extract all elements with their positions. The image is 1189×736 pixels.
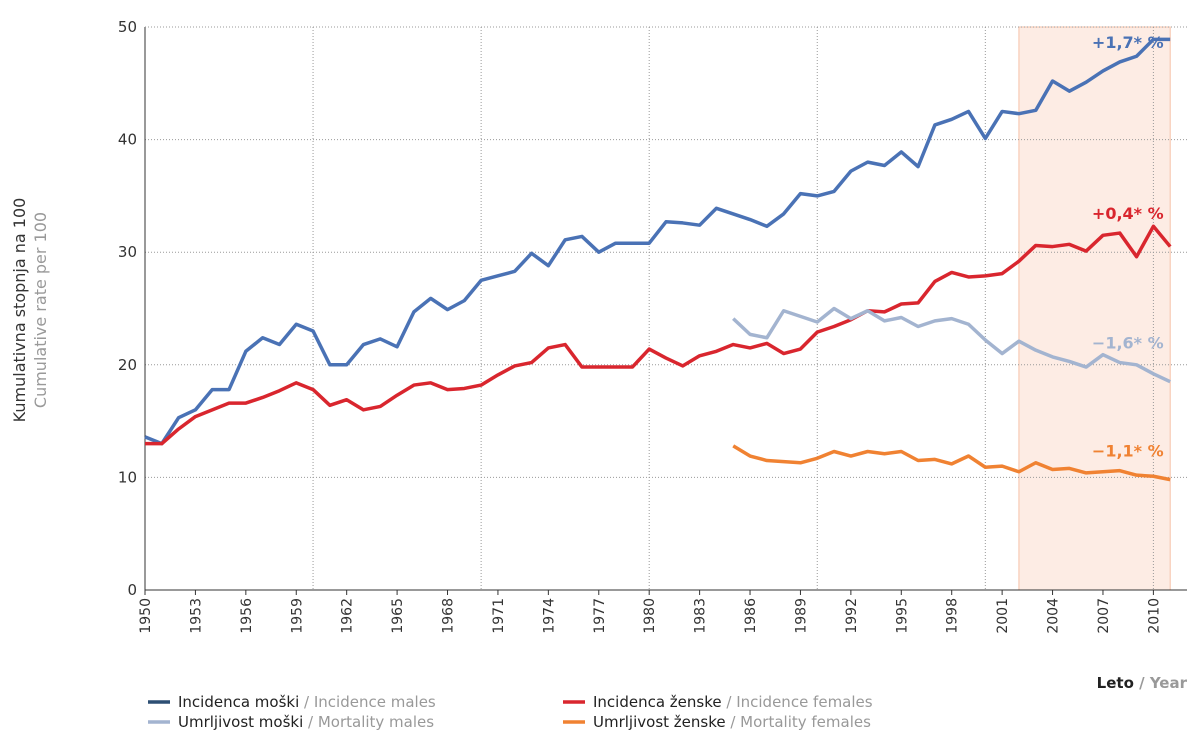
x-tick-label: 1974: [541, 598, 557, 634]
x-tick-label: 1980: [642, 598, 658, 634]
y-tick-label: 10: [118, 468, 137, 486]
y-tick-label: 30: [118, 243, 137, 261]
series-line: [732, 306, 1171, 384]
legend-label: Incidenca moški / Incidence males: [178, 693, 436, 711]
x-tick-label: 1953: [188, 598, 204, 634]
series-line: [732, 444, 1171, 482]
x-tick-label: 2007: [1096, 598, 1112, 634]
x-tick-label: 1965: [390, 598, 406, 634]
x-axis-label: Leto / Year: [1097, 674, 1188, 692]
y-axis-label: Kumulativna stopnja na 100: [10, 198, 29, 423]
x-tick-label: 2010: [1146, 598, 1162, 634]
series-line: [145, 224, 1172, 446]
x-tick-label: 1962: [340, 598, 356, 634]
x-tick-label: 2001: [995, 598, 1011, 634]
x-tick-label: 1995: [894, 598, 910, 634]
x-tick-label: 1992: [844, 598, 860, 634]
x-tick-label: 1977: [592, 598, 608, 634]
x-tick-label: 1986: [743, 598, 759, 634]
y-tick-label: 50: [118, 18, 137, 36]
legend-label: Umrljivost moški / Mortality males: [178, 713, 434, 731]
legend-label: Umrljivost ženske / Mortality females: [593, 713, 871, 731]
x-tick-label: 1959: [289, 598, 305, 634]
x-tick-label: 1989: [793, 598, 809, 634]
trend-label: +1,7* %: [1092, 33, 1164, 52]
y-tick-label: 20: [118, 356, 137, 374]
x-tick-label: 1998: [945, 598, 961, 634]
x-tick-label: 1968: [441, 598, 457, 634]
trend-label: −1,1* %: [1092, 442, 1164, 461]
y-axis-label-en: Cumulative rate per 100: [31, 212, 50, 408]
x-tick-label: 1956: [239, 598, 255, 634]
x-axis-label-en: / Year: [1134, 674, 1188, 692]
x-axis-label-sl: Leto: [1097, 674, 1134, 692]
y-tick-label: 0: [127, 581, 137, 599]
x-tick-label: 2004: [1046, 598, 1062, 634]
x-tick-label: 1971: [491, 598, 507, 634]
trend-label: +0,4* %: [1092, 204, 1164, 223]
x-tick-label: 1950: [138, 598, 154, 634]
highlight-band: [1018, 26, 1171, 591]
series-line: [144, 37, 1171, 446]
legend-label: Incidenca ženske / Incidence females: [593, 693, 873, 711]
y-tick-label: 40: [118, 131, 137, 149]
trend-label: −1,6* %: [1092, 334, 1164, 353]
x-tick-label: 1983: [693, 598, 709, 634]
